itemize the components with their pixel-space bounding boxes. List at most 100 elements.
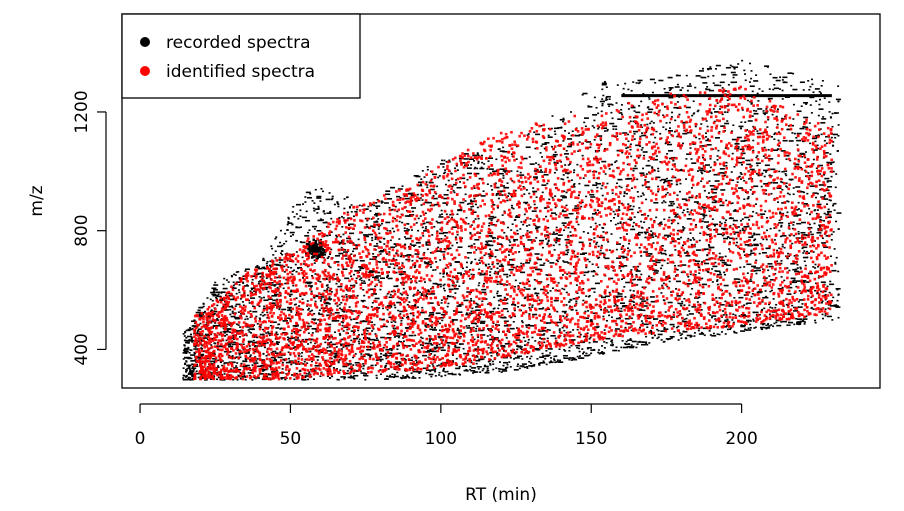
recorded-spectrum-point [689, 239, 692, 241]
recorded-spectrum-point [740, 163, 743, 166]
recorded-spectrum-point [571, 308, 574, 311]
recorded-spectrum-point [664, 142, 667, 145]
recorded-spectrum-point [646, 326, 649, 328]
recorded-spectrum-point [411, 207, 417, 209]
recorded-spectrum-point [507, 226, 510, 229]
recorded-spectrum-point [601, 296, 607, 299]
recorded-spectrum-point [559, 118, 565, 121]
recorded-spectrum-point [182, 367, 185, 369]
recorded-spectrum-point [624, 342, 627, 345]
recorded-spectrum-point [385, 193, 391, 196]
recorded-spectrum-point [425, 351, 431, 353]
recorded-spectrum-point [755, 269, 761, 272]
recorded-spectrum-point [345, 289, 348, 291]
recorded-spectrum-point [764, 157, 767, 159]
recorded-spectrum-point [686, 282, 692, 285]
recorded-spectrum-point [630, 317, 633, 320]
recorded-spectrum-point [614, 295, 620, 298]
recorded-spectrum-point [195, 311, 201, 314]
recorded-spectrum-point [506, 302, 509, 305]
recorded-spectrum-point [293, 303, 296, 306]
recorded-spectrum-point [190, 337, 193, 340]
recorded-spectrum-point [254, 291, 257, 293]
recorded-spectrum-point [490, 268, 493, 270]
recorded-spectrum-point [662, 341, 665, 343]
recorded-spectrum-point [465, 313, 471, 316]
recorded-spectrum-point [307, 231, 310, 234]
recorded-spectrum-point [215, 296, 218, 299]
recorded-spectrum-point [721, 261, 727, 264]
recorded-spectrum-point [187, 346, 190, 349]
recorded-spectrum-point [475, 354, 478, 357]
recorded-spectrum-point [700, 309, 703, 311]
recorded-spectrum-point [473, 187, 476, 189]
recorded-spectrum-point [195, 344, 198, 346]
recorded-spectrum-point [322, 256, 325, 259]
recorded-spectrum-point [776, 123, 779, 126]
recorded-spectrum-point [758, 252, 761, 255]
recorded-spectrum-point [446, 305, 449, 308]
recorded-spectrum-point [374, 333, 377, 335]
recorded-spectrum-point [553, 359, 556, 362]
recorded-spectrum-point [184, 362, 187, 365]
recorded-spectrum-point [284, 378, 287, 381]
recorded-spectrum-point [488, 215, 494, 218]
recorded-spectrum-point [584, 354, 590, 357]
recorded-spectrum-point [248, 345, 251, 347]
recorded-spectrum-point [644, 236, 647, 239]
recorded-spectrum-point [591, 125, 594, 127]
recorded-spectrum-point [538, 171, 544, 173]
recorded-spectrum-point [270, 302, 276, 304]
recorded-spectrum-point [271, 295, 277, 297]
recorded-spectrum-point [622, 222, 625, 224]
recorded-spectrum-point [267, 332, 273, 335]
recorded-spectrum-point [426, 168, 429, 171]
recorded-spectrum-point [716, 159, 719, 161]
recorded-spectrum-point [735, 244, 738, 247]
recorded-spectrum-point [671, 240, 677, 243]
recorded-spectrum-point [761, 300, 764, 303]
recorded-spectrum-point [370, 305, 373, 308]
recorded-spectrum-point [483, 365, 489, 368]
recorded-spectrum-point [411, 356, 414, 359]
recorded-spectrum-point [444, 371, 447, 373]
recorded-spectrum-point [700, 331, 703, 334]
recorded-spectrum-point [230, 274, 233, 277]
recorded-spectrum-point [533, 176, 539, 178]
recorded-spectrum-point [473, 167, 476, 170]
recorded-spectrum-point [555, 237, 558, 239]
recorded-spectrum-point [553, 355, 556, 358]
recorded-spectrum-point [570, 134, 573, 137]
recorded-spectrum-point [763, 282, 769, 285]
recorded-spectrum-point [826, 203, 829, 205]
recorded-spectrum-point [197, 309, 200, 312]
recorded-spectrum-point [669, 335, 675, 338]
recorded-spectrum-point [688, 304, 691, 307]
recorded-spectrum-point [532, 313, 538, 316]
recorded-spectrum-point [597, 245, 600, 248]
recorded-spectrum-point [415, 199, 421, 202]
recorded-spectrum-point [666, 262, 669, 265]
recorded-spectrum-point [428, 302, 434, 304]
recorded-spectrum-point [301, 378, 304, 381]
recorded-spectrum-point [620, 346, 623, 349]
recorded-spectrum-point [575, 284, 578, 286]
recorded-spectrum-point [552, 158, 555, 161]
recorded-spectrum-point [442, 369, 445, 371]
recorded-spectrum-point [464, 331, 467, 334]
recorded-spectrum-point [707, 171, 710, 173]
recorded-spectrum-point [489, 311, 492, 314]
recorded-spectrum-point [793, 279, 796, 281]
recorded-spectrum-point [249, 374, 252, 377]
recorded-spectrum-point [620, 108, 623, 111]
recorded-spectrum-point [720, 222, 723, 225]
recorded-spectrum-point [470, 208, 473, 210]
recorded-spectrum-point [550, 212, 556, 214]
recorded-spectrum-point [719, 320, 722, 323]
recorded-spectrum-point [444, 267, 447, 270]
recorded-spectrum-point [628, 208, 634, 211]
recorded-spectrum-point [614, 161, 617, 163]
recorded-spectrum-point [597, 135, 603, 137]
recorded-spectrum-point [583, 317, 589, 320]
recorded-spectrum-point [702, 214, 708, 217]
